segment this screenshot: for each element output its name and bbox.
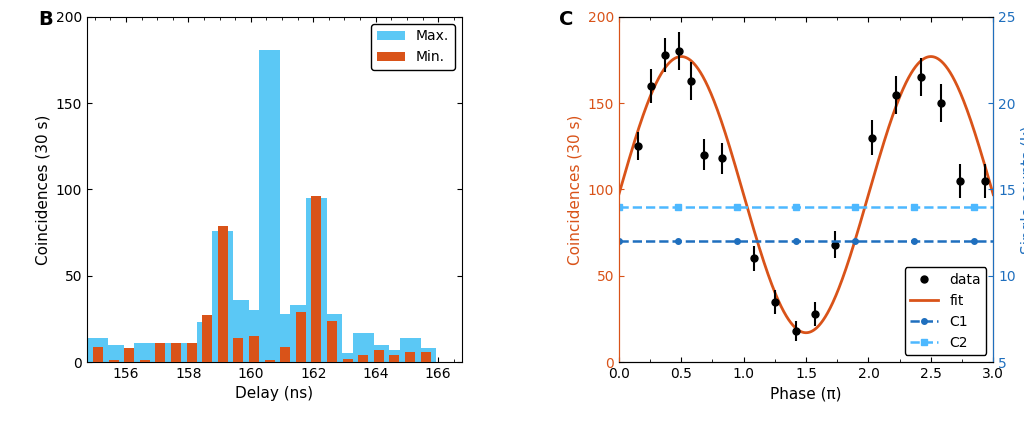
Bar <box>327 321 337 362</box>
Bar <box>119 348 139 362</box>
Legend: data, fit, C1, C2: data, fit, C1, C2 <box>905 267 986 355</box>
Bar <box>274 314 296 362</box>
Y-axis label: Single counts (k): Single counts (k) <box>1021 125 1024 254</box>
Bar <box>109 360 119 362</box>
X-axis label: Phase (π): Phase (π) <box>770 386 842 402</box>
Bar <box>212 231 233 362</box>
Bar <box>343 359 352 362</box>
Bar <box>171 343 181 362</box>
Bar <box>369 345 389 362</box>
Bar <box>399 338 421 362</box>
Bar <box>406 352 415 362</box>
Bar <box>358 355 369 362</box>
Bar <box>233 338 244 362</box>
Bar <box>244 310 264 362</box>
Bar <box>228 300 249 362</box>
Bar <box>291 305 311 362</box>
Y-axis label: Coincidences (30 s): Coincidences (30 s) <box>567 114 582 265</box>
X-axis label: Delay (ns): Delay (ns) <box>236 386 313 402</box>
Bar <box>352 333 374 362</box>
Bar <box>140 360 150 362</box>
Bar <box>415 348 436 362</box>
Bar <box>311 196 322 362</box>
Bar <box>421 352 431 362</box>
Bar <box>156 343 165 362</box>
Bar <box>93 346 103 362</box>
Bar <box>124 348 134 362</box>
Bar <box>296 312 306 362</box>
Bar <box>150 343 171 362</box>
Bar <box>197 322 218 362</box>
Bar <box>87 338 109 362</box>
Bar <box>166 345 186 362</box>
Y-axis label: Coincidences (30 s): Coincidences (30 s) <box>35 114 50 265</box>
Bar <box>281 346 290 362</box>
Bar <box>389 355 399 362</box>
Bar <box>337 353 358 362</box>
Bar <box>134 343 156 362</box>
Bar <box>202 315 212 362</box>
Text: B: B <box>38 10 53 29</box>
Bar <box>374 350 384 362</box>
Bar <box>249 336 259 362</box>
Bar <box>322 314 342 362</box>
Bar <box>259 50 281 362</box>
Bar <box>181 343 202 362</box>
Bar <box>103 345 124 362</box>
Bar <box>186 343 197 362</box>
Bar <box>306 198 327 362</box>
Text: C: C <box>559 10 573 29</box>
Bar <box>218 226 227 362</box>
Legend: Max., Min.: Max., Min. <box>372 24 455 70</box>
Bar <box>384 350 404 362</box>
Bar <box>264 360 274 362</box>
